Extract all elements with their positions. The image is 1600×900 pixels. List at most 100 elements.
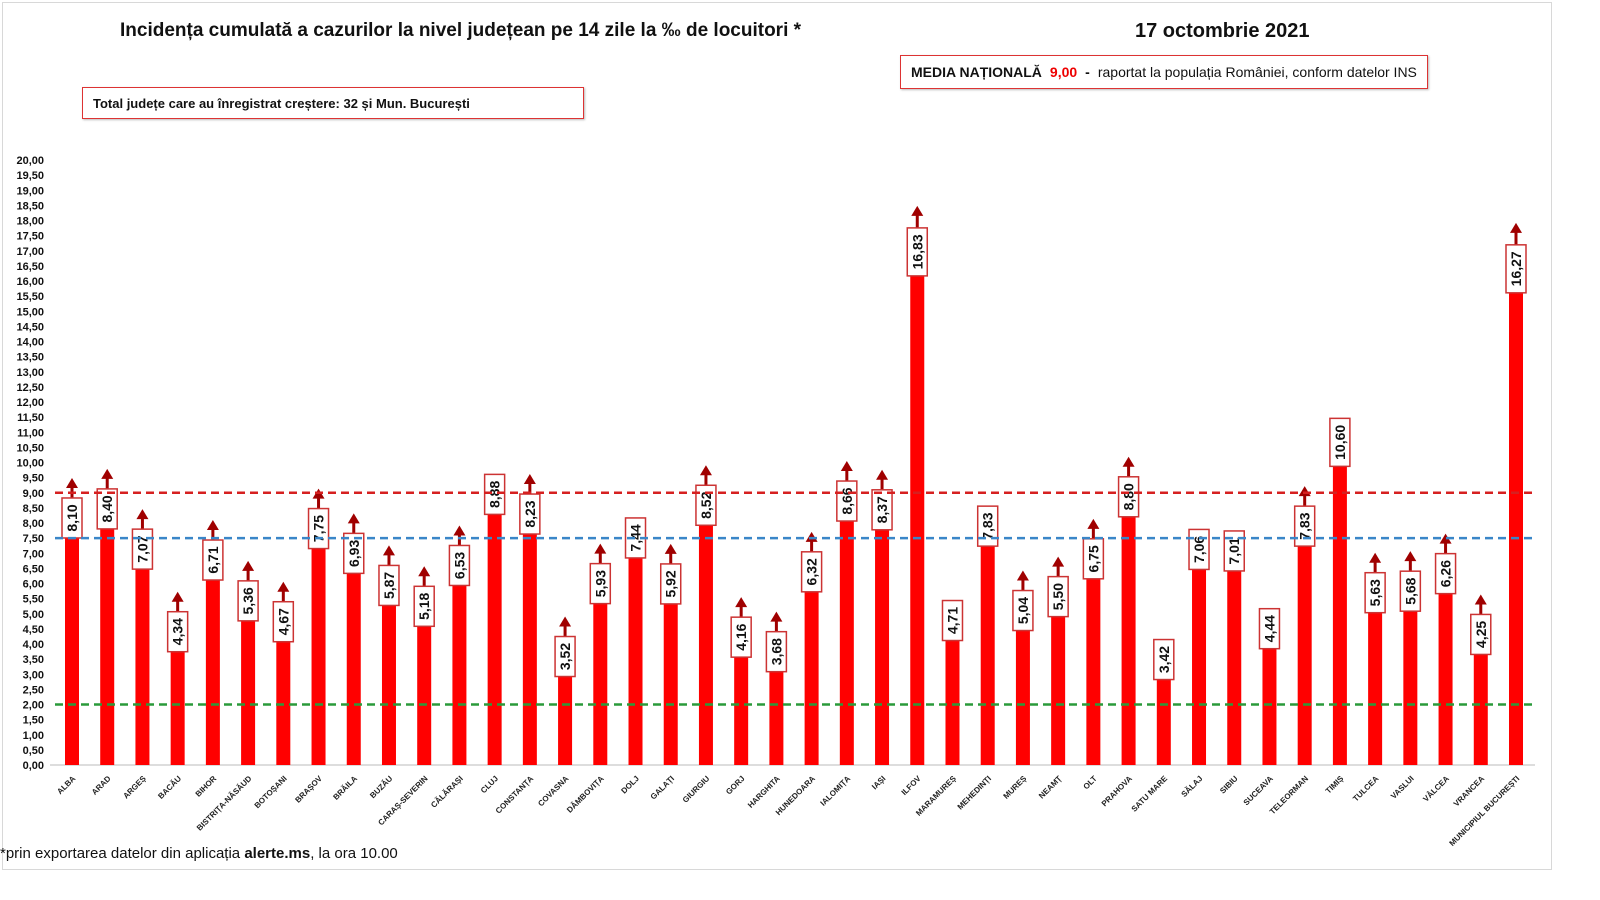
value-label-text: 8,80: [1121, 483, 1137, 510]
y-tick-label: 11,50: [17, 412, 44, 424]
value-label: 6,26: [1434, 552, 1457, 595]
y-tick-label: 6,50: [23, 563, 44, 575]
value-label-text: 16,83: [909, 234, 925, 269]
increase-arrow-icon: [1404, 551, 1417, 562]
x-tick-label: ILFOV: [900, 774, 923, 797]
value-label-box: [695, 484, 717, 527]
x-tick-label: DÂMBOVIȚA: [565, 774, 606, 815]
increase-arrow-icon: [171, 591, 184, 602]
footnote-prefix: *prin exportarea datelor din aplicația: [0, 845, 241, 862]
value-label-box: [1434, 552, 1457, 595]
value-label: 5,36: [237, 580, 259, 622]
y-tick-label: 17,00: [16, 246, 44, 258]
x-tick-label: IAȘI: [870, 774, 887, 791]
increase-arrow-icon: [1016, 570, 1029, 581]
bar: [1051, 598, 1066, 765]
bar: [1015, 612, 1030, 765]
x-tick-label: VÂLCEA: [1421, 774, 1451, 804]
value-label: 8,37: [871, 489, 893, 531]
increase-arrow-icon: [1474, 594, 1487, 605]
bar: [170, 633, 185, 765]
increase-arrow-icon: [699, 465, 712, 476]
x-tick-label: SUCEAVA: [1242, 774, 1275, 807]
increase-arrow-icon: [523, 474, 536, 485]
value-label-text: 8,52: [698, 491, 714, 518]
y-tick-label: 14,50: [16, 321, 44, 333]
increase-arrow-icon: [136, 509, 149, 520]
bar: [100, 510, 115, 765]
value-label-text: 7,75: [311, 515, 327, 542]
value-label-box: [1329, 417, 1351, 468]
bar: [1192, 551, 1207, 765]
value-label-text: 4,44: [1261, 615, 1277, 642]
value-label-box: [166, 610, 189, 653]
value-label-text: 5,50: [1050, 583, 1066, 610]
value-label-text: 7,01: [1226, 537, 1242, 564]
value-label-box: [237, 580, 259, 622]
value-label-text: 8,23: [522, 500, 538, 527]
x-tick-label: VASLUI: [1389, 774, 1416, 801]
value-label-text: 3,68: [768, 638, 784, 665]
value-label-box: [1258, 607, 1281, 650]
value-label-text: 4,67: [275, 608, 291, 635]
national-average-note: raportat la populația României, conform …: [1097, 64, 1417, 80]
x-tick-label: SATU MARE: [1130, 774, 1170, 814]
value-label: 8,23: [519, 493, 541, 535]
y-tick-label: 17,50: [16, 231, 44, 243]
bar: [769, 653, 784, 765]
y-tick-label: 10,00: [16, 458, 44, 470]
bar: [452, 567, 467, 765]
bar: [1332, 444, 1347, 765]
bar: [1297, 528, 1312, 765]
increase-arrow-icon: [66, 477, 78, 488]
value-label-text: 5,04: [1015, 597, 1031, 624]
value-label: 5,92: [659, 563, 682, 605]
bar: [593, 585, 608, 765]
bar: [804, 573, 819, 765]
y-tick-label: 3,50: [23, 654, 44, 666]
y-tick-label: 12,00: [16, 397, 44, 409]
value-label-box: [906, 227, 929, 277]
value-label-text: 8,40: [99, 495, 115, 522]
value-label-box: [554, 635, 576, 678]
bar: [522, 516, 537, 765]
bar: [1368, 594, 1383, 765]
y-tick-label: 13,50: [16, 352, 44, 364]
x-tick-label: OLT: [1082, 774, 1099, 791]
value-label: 7,06: [1188, 528, 1210, 571]
value-label-text: 5,36: [240, 587, 256, 614]
increase-arrow-icon: [559, 616, 572, 627]
x-tick-label: DOLJ: [619, 774, 640, 795]
x-tick-label: CLUJ: [479, 774, 500, 795]
increase-arrow-icon: [453, 525, 466, 536]
y-tick-label: 18,50: [16, 200, 44, 212]
value-label-text: 4,34: [170, 618, 186, 645]
value-label-box: [836, 480, 858, 522]
y-tick-label: 11,00: [17, 427, 44, 439]
y-tick-label: 13,00: [16, 367, 44, 379]
value-label-text: 10,60: [1332, 425, 1348, 460]
x-tick-label: MUREȘ: [1002, 774, 1029, 801]
value-label: 4,67: [272, 600, 295, 643]
value-label-text: 16,27: [1508, 251, 1524, 286]
value-label: 8,88: [483, 473, 506, 516]
increase-arrow-icon: [876, 469, 889, 480]
value-label: 4,34: [166, 610, 189, 653]
value-label-text: 8,66: [839, 487, 855, 514]
value-label-box: [765, 630, 788, 673]
increase-arrow-icon: [1052, 556, 1065, 567]
value-label: 6,71: [202, 539, 224, 581]
value-label: 4,16: [730, 616, 752, 658]
x-tick-label: GORJ: [724, 774, 746, 796]
bar: [1086, 560, 1101, 765]
increase-arrow-icon: [1122, 456, 1135, 467]
value-label-text: 6,53: [451, 552, 467, 579]
value-label: 7,01: [1223, 530, 1245, 572]
y-tick-label: 19,50: [16, 170, 44, 182]
value-label: 3,52: [554, 635, 576, 678]
value-label-box: [1505, 244, 1527, 294]
y-tick-label: 5,50: [23, 594, 44, 606]
y-tick-label: 1,00: [23, 730, 44, 742]
footnote-app: alerte.ms: [244, 845, 311, 862]
y-tick-label: 14,00: [16, 337, 44, 349]
